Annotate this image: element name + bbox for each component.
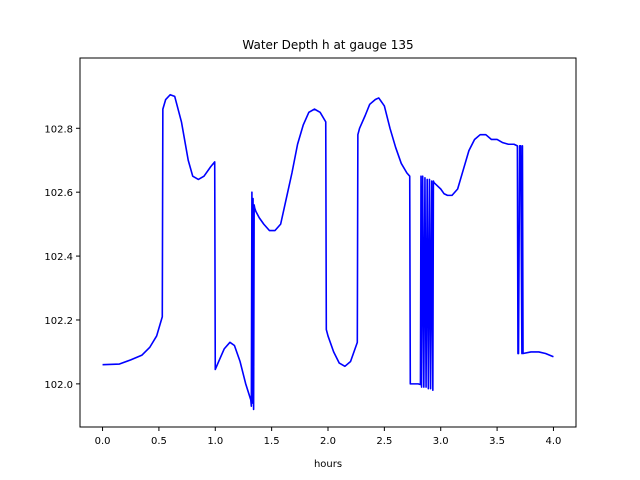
series-layer	[102, 93, 554, 411]
plot-frame	[79, 57, 577, 428]
y-axis: 102.0 102.2 102.4 102.6 102.8	[44, 124, 80, 391]
x-tick-label: 2.0	[320, 436, 336, 447]
x-tick-label: 0.5	[151, 436, 167, 447]
x-tick-label: 3.0	[433, 436, 449, 447]
y-tick-label: 102.6	[44, 188, 73, 199]
x-tick-label: 3.5	[489, 436, 505, 447]
x-axis: 0.0 0.5 1.0 1.5 2.0 2.5 3.0 3.5 4.0	[95, 427, 562, 447]
x-tick-label: 2.5	[376, 436, 392, 447]
y-tick-label: 102.8	[44, 124, 73, 135]
x-tick-label: 1.0	[207, 436, 223, 447]
chart-title: Water Depth h at gauge 135	[242, 38, 413, 52]
x-tick-label: 4.0	[546, 436, 562, 447]
y-tick-label: 102.0	[44, 380, 73, 391]
y-tick-label: 102.4	[44, 252, 73, 263]
y-tick-label: 102.2	[44, 316, 73, 327]
series-line-0	[102, 93, 554, 411]
x-tick-label: 1.5	[264, 436, 280, 447]
x-tick-label: 0.0	[95, 436, 111, 447]
x-axis-label: hours	[314, 459, 342, 470]
